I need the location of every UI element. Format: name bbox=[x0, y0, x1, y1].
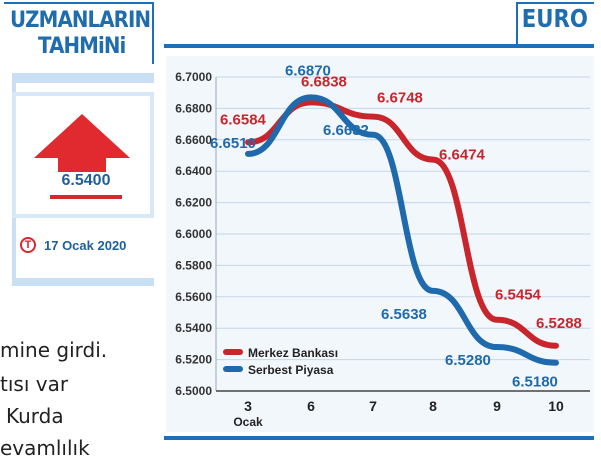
x-tick-label: 3 bbox=[244, 398, 252, 414]
x-tick-label: 6 bbox=[307, 398, 315, 414]
data-label: 6.6870 bbox=[285, 62, 331, 79]
forecast-date: 17 Ocak 2020 bbox=[44, 238, 127, 253]
x-tick-label: 7 bbox=[369, 398, 377, 414]
up-arrow-icon bbox=[34, 114, 130, 172]
y-tick-label: 6.6200 bbox=[175, 196, 212, 210]
y-tick-label: 6.5200 bbox=[175, 353, 212, 367]
data-label: 6.6748 bbox=[377, 90, 423, 107]
data-label: 6.5288 bbox=[536, 315, 582, 332]
data-label: 6.6474 bbox=[439, 147, 486, 164]
x-tick-label: 9 bbox=[493, 398, 501, 414]
y-tick-label: 6.6800 bbox=[175, 101, 212, 115]
header-rule bbox=[164, 44, 594, 48]
t-logo-icon: T bbox=[20, 237, 36, 253]
forecast-title-line-1: UZMANLARIN bbox=[10, 8, 151, 33]
y-tick-label: 6.6600 bbox=[175, 133, 212, 147]
data-label: 6.5454 bbox=[495, 287, 542, 304]
article-text-line-2: tısı var bbox=[0, 372, 69, 396]
y-tick-label: 6.5600 bbox=[175, 290, 212, 304]
y-tick-label: 6.5000 bbox=[175, 384, 212, 398]
data-label: 6.5638 bbox=[381, 306, 427, 323]
article-text-line-1: mine girdi. bbox=[0, 338, 108, 362]
series-line-serbest-piyasa bbox=[245, 94, 559, 366]
y-tick-label: 6.5400 bbox=[175, 321, 212, 335]
forecast-underline bbox=[50, 195, 122, 199]
y-tick-label: 6.6400 bbox=[175, 164, 212, 178]
footer-rule bbox=[164, 436, 594, 440]
y-tick-label: 6.7000 bbox=[175, 70, 212, 84]
euro-title-frame bbox=[516, 2, 594, 46]
data-label: 6.6510 bbox=[210, 135, 256, 152]
x-tick-label: 8 bbox=[429, 398, 437, 414]
data-label: 6.5280 bbox=[445, 352, 491, 369]
x-tick-label: 10 bbox=[548, 398, 564, 414]
forecast-title-line-2: TAHMiNi bbox=[38, 34, 126, 59]
legend-label: Serbest Piyasa bbox=[248, 363, 334, 377]
data-label: 6.5180 bbox=[512, 374, 558, 391]
legend-label: Merkez Bankası bbox=[248, 346, 338, 360]
article-text-line-3: Kurda bbox=[6, 404, 64, 428]
x-tick-sublabel: Ocak bbox=[233, 415, 263, 429]
data-label: 6.6838 bbox=[301, 73, 347, 90]
panel-stripe-bottom bbox=[12, 278, 154, 286]
forecast-value: 6.5400 bbox=[61, 172, 111, 189]
forecast-header: UZMANLARIN TAHMiNi bbox=[4, 2, 154, 64]
y-tick-label: 6.5800 bbox=[175, 258, 212, 272]
panel-stripe-top bbox=[12, 73, 154, 83]
data-label: 6.6584 bbox=[220, 111, 267, 128]
chart-title: EURO bbox=[521, 4, 588, 33]
y-tick-label: 6.6000 bbox=[175, 227, 212, 241]
data-label: 6.6632 bbox=[323, 122, 369, 139]
series-line-merkez-bankasi bbox=[245, 99, 559, 349]
